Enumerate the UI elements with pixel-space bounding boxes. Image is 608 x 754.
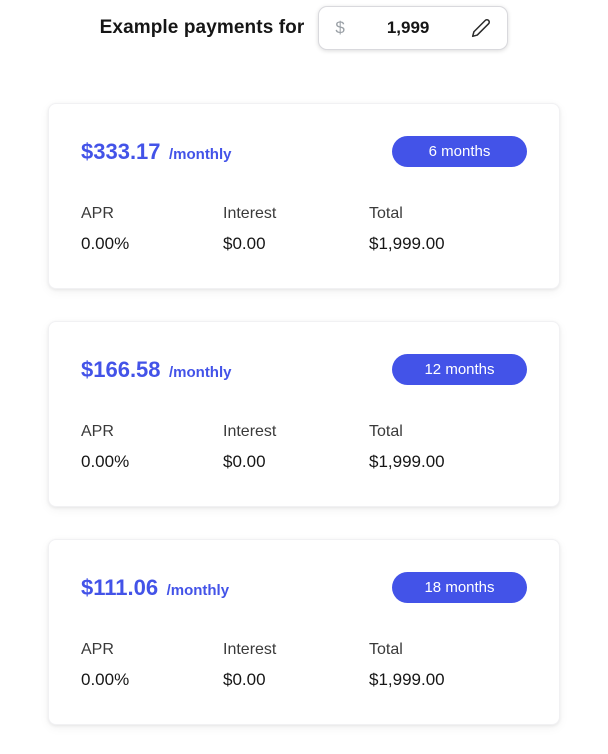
- term-badge[interactable]: 12 months: [392, 354, 527, 385]
- monthly-amount-group: $111.06 /monthly: [81, 575, 229, 601]
- interest-label: Interest: [223, 423, 277, 440]
- total-column: Total $1,999.00: [369, 205, 527, 254]
- interest-column: Interest $0.00: [223, 423, 369, 472]
- total-value: $1,999.00: [369, 234, 445, 253]
- card-top-row: $333.17 /monthly 6 months: [81, 136, 527, 167]
- monthly-suffix: /monthly: [166, 581, 230, 599]
- card-details-grid: APR 0.00% Interest $0.00 Total $1,999.00: [81, 641, 527, 690]
- monthly-suffix: /monthly: [168, 145, 232, 163]
- total-value: $1,999.00: [369, 670, 445, 689]
- card-top-row: $166.58 /monthly 12 months: [81, 354, 527, 385]
- total-column: Total $1,999.00: [369, 641, 527, 690]
- total-column: Total $1,999.00: [369, 423, 527, 472]
- card-details-grid: APR 0.00% Interest $0.00 Total $1,999.00: [81, 205, 527, 254]
- apr-column: APR 0.00%: [81, 205, 223, 254]
- term-badge[interactable]: 6 months: [392, 136, 527, 167]
- apr-value: 0.00%: [81, 670, 130, 689]
- page-title: Example payments for: [99, 17, 305, 38]
- amount-value[interactable]: 1,999: [386, 18, 430, 37]
- apr-column: APR 0.00%: [81, 641, 223, 690]
- apr-value: 0.00%: [81, 234, 130, 253]
- monthly-suffix: /monthly: [168, 363, 232, 381]
- total-value: $1,999.00: [369, 452, 445, 471]
- payment-card: $333.17 /monthly 6 months APR 0.00% Inte…: [48, 103, 560, 289]
- amount-input-box[interactable]: $ 1,999: [318, 6, 509, 50]
- total-label: Total: [369, 641, 403, 658]
- monthly-amount: $333.17: [81, 138, 161, 164]
- total-label: Total: [369, 205, 403, 222]
- apr-label: APR: [81, 423, 114, 440]
- card-details-grid: APR 0.00% Interest $0.00 Total $1,999.00: [81, 423, 527, 472]
- interest-column: Interest $0.00: [223, 641, 369, 690]
- monthly-amount: $111.06: [81, 574, 159, 600]
- apr-label: APR: [81, 205, 114, 222]
- apr-value: 0.00%: [81, 452, 130, 471]
- interest-value: $0.00: [223, 452, 266, 471]
- term-badge[interactable]: 18 months: [392, 572, 527, 603]
- monthly-amount-group: $166.58 /monthly: [81, 357, 231, 383]
- interest-value: $0.00: [223, 234, 266, 253]
- apr-label: APR: [81, 641, 114, 658]
- card-top-row: $111.06 /monthly 18 months: [81, 572, 527, 603]
- payment-card: $166.58 /monthly 12 months APR 0.00% Int…: [48, 321, 560, 507]
- currency-symbol: $: [335, 18, 345, 37]
- interest-value: $0.00: [223, 670, 266, 689]
- header: Example payments for $ 1,999: [0, 0, 608, 50]
- total-label: Total: [369, 423, 403, 440]
- interest-column: Interest $0.00: [223, 205, 369, 254]
- interest-label: Interest: [223, 205, 277, 222]
- monthly-amount-group: $333.17 /monthly: [81, 139, 231, 165]
- interest-label: Interest: [223, 641, 277, 658]
- payment-card: $111.06 /monthly 18 months APR 0.00% Int…: [48, 539, 560, 725]
- card-list: $333.17 /monthly 6 months APR 0.00% Inte…: [48, 103, 560, 725]
- apr-column: APR 0.00%: [81, 423, 223, 472]
- monthly-amount: $166.58: [81, 356, 161, 382]
- edit-pencil-icon[interactable]: [471, 18, 491, 38]
